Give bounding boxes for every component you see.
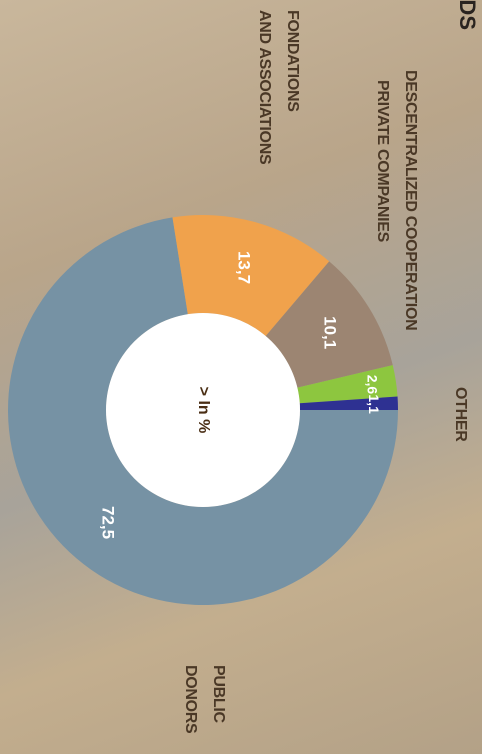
- legend-label: OTHER: [446, 387, 474, 442]
- value-label: 10,1: [321, 316, 340, 349]
- legend-label: DESCENTRALIZED COOPERATION: [396, 70, 424, 330]
- page: {"chart_data": {"type": "donut", "title"…: [0, 0, 482, 754]
- legend-label: FONDATIONS AND ASSOCIATIONS: [250, 10, 306, 164]
- value-label: 13,7: [234, 251, 253, 284]
- value-label: 1,1: [366, 394, 382, 414]
- rotated-chart: 72,5 13,7 10,1 2,61,1 > In % NDS PUBLIC DONO…: [0, 0, 482, 754]
- legend-label: PUBLIC DONORS: [176, 665, 232, 733]
- value-label: 72,5: [98, 506, 117, 539]
- legend-label: PRIVATE COMPANIES: [368, 80, 396, 242]
- value-label: 2,6: [364, 375, 380, 395]
- center-label: > In %: [195, 387, 212, 434]
- chart-title: NDS: [454, 0, 480, 30]
